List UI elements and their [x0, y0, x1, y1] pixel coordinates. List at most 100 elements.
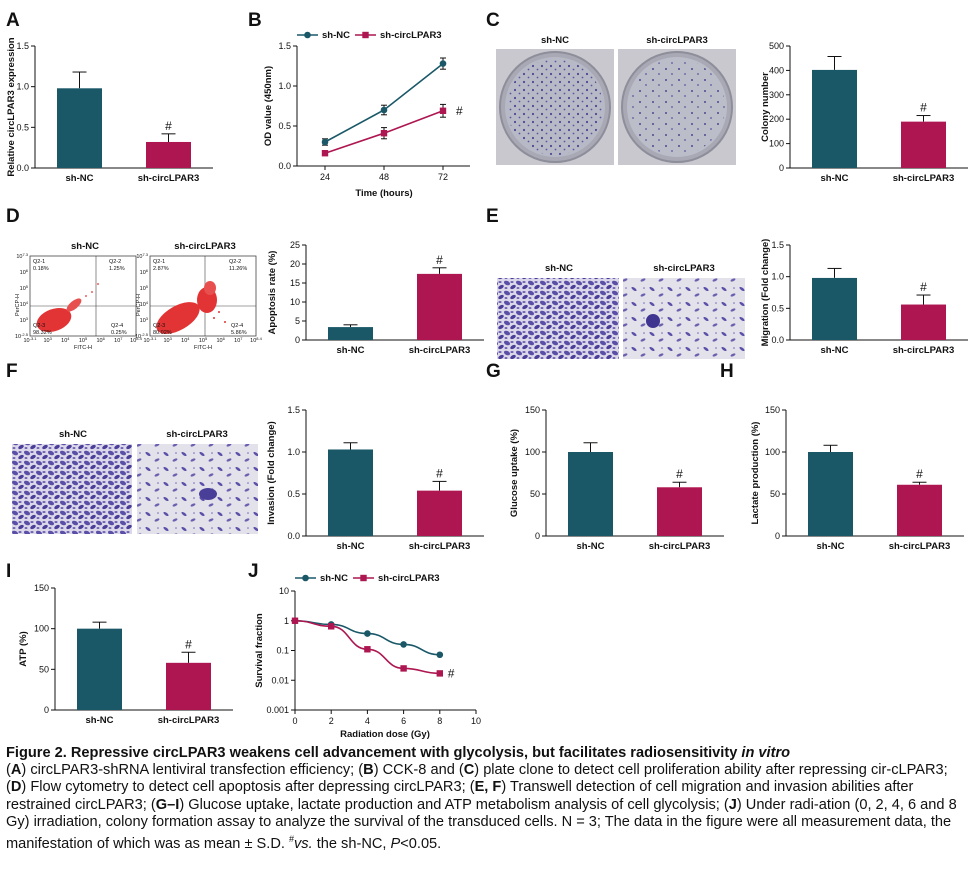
flow-y-tick-label: 10-2.5 [15, 332, 29, 340]
bar-sh-nc [808, 452, 853, 536]
category-label: sh-circLPAR3 [649, 541, 711, 552]
data-point [364, 630, 371, 637]
y-tick-label: 50 [530, 489, 540, 499]
data-point [328, 623, 335, 630]
significance-mark: # [436, 466, 443, 480]
bar-chart-h: 0 50 100 150 Lactate production (%) sh-NC sh-c… [750, 405, 964, 552]
y-tick-label: 100 [769, 139, 784, 149]
y-tick-label: 100 [525, 447, 540, 457]
flow-y-tick-label: 105 [140, 284, 149, 292]
plate-colonies-circ [629, 59, 725, 155]
y-axis-label: Relative circLPAR3 expression [6, 37, 17, 176]
flow-nc-q4: Q2-4 [111, 323, 123, 329]
caption-sig-symbol: # [288, 834, 294, 845]
x-tick-label: 2 [329, 716, 334, 726]
line-chart-b: 0.0 0.5 1.0 1.5 24 48 72 Time (hours) OD value (… [263, 30, 470, 199]
category-label: sh-circLPAR3 [158, 715, 220, 726]
y-tick-label: 500 [769, 41, 784, 51]
bar-chart-g: 0 50 100 150 Glucose uptake (%) sh-NC sh-circL… [509, 405, 724, 552]
bar-sh-nc [328, 327, 373, 340]
y-tick-label: 0 [295, 335, 300, 345]
flow-circ-q1: Q2-1 [153, 259, 165, 265]
y-tick-label: 0.0 [16, 163, 29, 173]
category-label: sh-NC [66, 173, 94, 184]
y-tick-label: 1.5 [16, 41, 29, 51]
panel-label-a: A [6, 10, 20, 31]
flow-circ-q4: Q2-4 [231, 323, 243, 329]
flow-x-tick-label: 103 [43, 336, 52, 344]
y-tick-label: 100 [765, 447, 780, 457]
bar-sh-nc [812, 277, 857, 340]
bar-sh-circlpar3 [657, 487, 702, 536]
bar-sh-nc [57, 88, 102, 168]
significance-mark: # [676, 467, 683, 481]
bar-chart-i: 0 50 100 150 ATP (%) sh-NC sh-circLPAR3 # [18, 583, 233, 726]
flow-nc-q2: Q2-2 [109, 259, 121, 265]
image-label-d-nc: sh-NC [71, 241, 99, 252]
y-axis-label: Apoptosis rate (%) [267, 251, 278, 335]
category-label: sh-NC [337, 541, 365, 552]
x-tick-label: 72 [438, 172, 448, 182]
bar-sh-nc [77, 628, 122, 710]
x-tick-label: 6 [401, 716, 406, 726]
y-tick-label: 0.5 [278, 121, 291, 131]
category-label: sh-NC [817, 541, 845, 552]
significance-mark: # [916, 467, 923, 481]
flow-cluster-circ [156, 302, 200, 334]
y-tick-label: 0.0 [287, 531, 300, 541]
y-axis-label: Glucose uptake (%) [509, 429, 520, 517]
y-tick-label: 0.5 [16, 122, 29, 132]
legend-marker-sh-nc [304, 31, 311, 39]
caption-title: Figure 2. Repressive circLPAR3 weakens c… [6, 745, 742, 761]
image-label-f-circ: sh-circLPAR3 [166, 429, 228, 440]
y-tick-label: 0.1 [276, 646, 289, 656]
y-axis-label: OD value (450nm) [263, 66, 274, 146]
significance-mark: # [920, 280, 927, 294]
flow-y-tick-label: 107.3 [136, 252, 148, 260]
panel-label-h: H [720, 361, 734, 382]
panel-label-f: F [6, 361, 18, 382]
panel-label-e: E [486, 206, 499, 227]
migration-image-circ [623, 278, 745, 359]
x-tick-label: 8 [437, 716, 442, 726]
flow-cluster-circ-late [204, 281, 216, 295]
image-label-c-nc: sh-NC [541, 35, 569, 46]
x-tick-label: 4 [365, 716, 370, 726]
flow-nc-q3: Q2-3 [33, 323, 45, 329]
significance-mark: # [185, 637, 192, 651]
significance-mark: # [165, 119, 172, 133]
flow-x-tick-label: 106 [96, 336, 105, 344]
panel-e-images: sh-NC sh-circLPAR3 [497, 263, 745, 359]
x-axis-label: Time (hours) [355, 188, 412, 199]
data-point [321, 150, 329, 157]
data-point [439, 107, 447, 114]
significance-mark: # [456, 104, 463, 118]
panel-d-flow: sh-NC sh-circLPAR3 Q2-1 0.18% Q2-2 1.25%… [15, 241, 263, 351]
y-axis-label: Lactate production (%) [750, 422, 761, 525]
bar-chart-c: 0 100 200 300 400 500 Colony number sh-NC sh-cir… [760, 41, 968, 184]
line-chart-j: 0.001 0.01 0.1 1 10 0 2 4 6 8 10 Radiation dose (Gy… [254, 573, 481, 740]
panel-label-j: J [248, 561, 259, 582]
figure-canvas: A B C D E F G H I J sh-NC sh-circLPAR3 s… [6, 10, 968, 740]
bar-sh-circlpar3 [166, 662, 211, 710]
migration-image-nc [497, 278, 619, 359]
flow-nc-q1: Q2-1 [33, 259, 45, 265]
bar-sh-circlpar3 [901, 304, 946, 340]
bar-chart-f: 0.0 0.5 1.0 1.5 Invasion (Fold change) sh-NC s… [266, 405, 484, 552]
image-label-f-nc: sh-NC [59, 429, 87, 440]
y-tick-label: 150 [34, 583, 49, 593]
panel-label-b: B [248, 10, 262, 31]
y-tick-label: 1.5 [278, 41, 291, 51]
bar-sh-circlpar3 [146, 141, 191, 168]
y-tick-label: 150 [765, 405, 780, 415]
flow-cluster-nc-tail [66, 298, 82, 312]
y-tick-label: 1.5 [771, 240, 784, 250]
y-tick-label: 300 [769, 90, 784, 100]
y-tick-label: 0.5 [287, 489, 300, 499]
y-tick-label: 0 [775, 531, 780, 541]
y-axis-label: Migration (Fold change) [760, 239, 771, 347]
caption-body: (A) circLPAR3-shRNA lentiviral transfect… [6, 762, 957, 852]
flow-x-tick-label: 104 [61, 336, 70, 344]
